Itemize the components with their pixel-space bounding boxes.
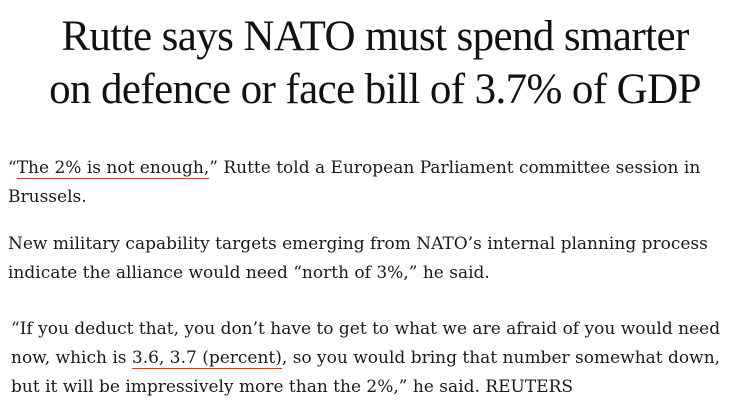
opening-quote-mark: “ bbox=[8, 158, 17, 178]
paragraph-2-text: New military capability targets emerging… bbox=[8, 234, 708, 283]
paragraph-1-text: ” Rutte told a European Parliament commi… bbox=[8, 158, 701, 207]
paragraph-3: “If you deduct that, you don’t have to g… bbox=[11, 315, 747, 402]
paragraph-1: “The 2% is not enough,” Rutte told a Eur… bbox=[8, 154, 744, 212]
article-headline: Rutte says NATO must spend smarter on def… bbox=[0, 10, 750, 116]
paragraph-3-text-start: “If you deduct that, you don’t have to g… bbox=[11, 319, 721, 368]
headline-line-1: Rutte says NATO must spend smarter bbox=[61, 13, 689, 60]
headline-line-2: on defence or face bill of 3.7% of GDP bbox=[49, 66, 701, 113]
paragraph-3-text-end: , so you would bring that number somewha… bbox=[11, 348, 721, 397]
paragraph-2: New military capability targets emerging… bbox=[8, 230, 744, 288]
percent-figure-link[interactable]: 3.6, 3.7 (percent) bbox=[131, 348, 282, 369]
quote-link-2-percent[interactable]: The 2% is not enough, bbox=[16, 158, 210, 179]
